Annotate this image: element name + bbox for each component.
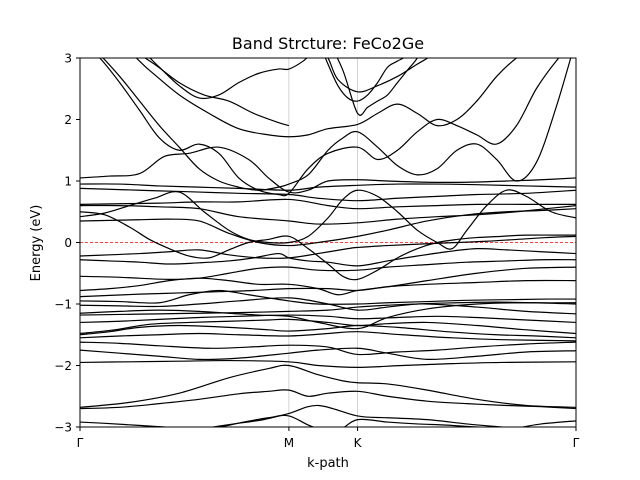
y-tick-label: 0	[64, 236, 72, 250]
band-line-23	[80, 208, 576, 247]
band-line-4	[80, 364, 576, 408]
band-line-33	[324, 58, 405, 102]
x-tick-label: K	[354, 436, 363, 450]
band-line-19	[80, 247, 576, 267]
band-lines	[80, 58, 576, 427]
band-line-24	[80, 204, 576, 225]
band-line-12	[80, 303, 576, 316]
band-line-13	[80, 302, 576, 330]
band-line-6	[80, 347, 576, 361]
y-tick-label: 3	[64, 52, 72, 66]
band-line-14	[80, 297, 576, 311]
band-line-1	[208, 404, 509, 427]
y-axis-label: Energy (eV)	[29, 205, 44, 282]
band-line-34	[336, 58, 418, 116]
band-line-3	[80, 389, 576, 410]
x-axis-label: k-path	[307, 456, 349, 471]
y-tick-label: 1	[64, 175, 72, 189]
x-tick-label: Γ	[77, 436, 84, 450]
band-line-16	[80, 279, 576, 298]
band-line-11	[80, 314, 576, 324]
band-line-9	[80, 324, 576, 339]
band-line-28	[80, 146, 576, 194]
band-line-5	[80, 359, 576, 368]
x-tick-label: M	[284, 436, 294, 450]
band-line-8	[80, 331, 576, 342]
y-tick-label: −3	[54, 421, 72, 435]
band-line-21	[80, 211, 576, 281]
band-line-31	[135, 58, 518, 138]
band-line-20	[80, 235, 576, 259]
band-line-7	[80, 341, 576, 356]
band-line-27	[80, 183, 576, 191]
band-line-35	[144, 58, 290, 127]
band-line-25	[80, 198, 576, 210]
x-tick-label: Γ	[573, 436, 580, 450]
chart-title: Band Strcture: FeCo2Ge	[232, 34, 424, 53]
band-line-29	[102, 58, 572, 191]
band-line-17	[80, 266, 576, 296]
band-line-18	[80, 259, 576, 280]
band-line-22	[80, 189, 576, 250]
band-line-32	[149, 58, 429, 100]
band-line-15	[80, 289, 576, 305]
band-line-26	[80, 187, 576, 202]
y-tick-label: −2	[54, 359, 72, 373]
y-tick-label: −1	[54, 298, 72, 312]
y-axis: −3 −2 −1 0 1 2 3	[54, 52, 80, 435]
y-tick-label: 2	[64, 113, 72, 127]
band-line-30	[99, 58, 560, 197]
